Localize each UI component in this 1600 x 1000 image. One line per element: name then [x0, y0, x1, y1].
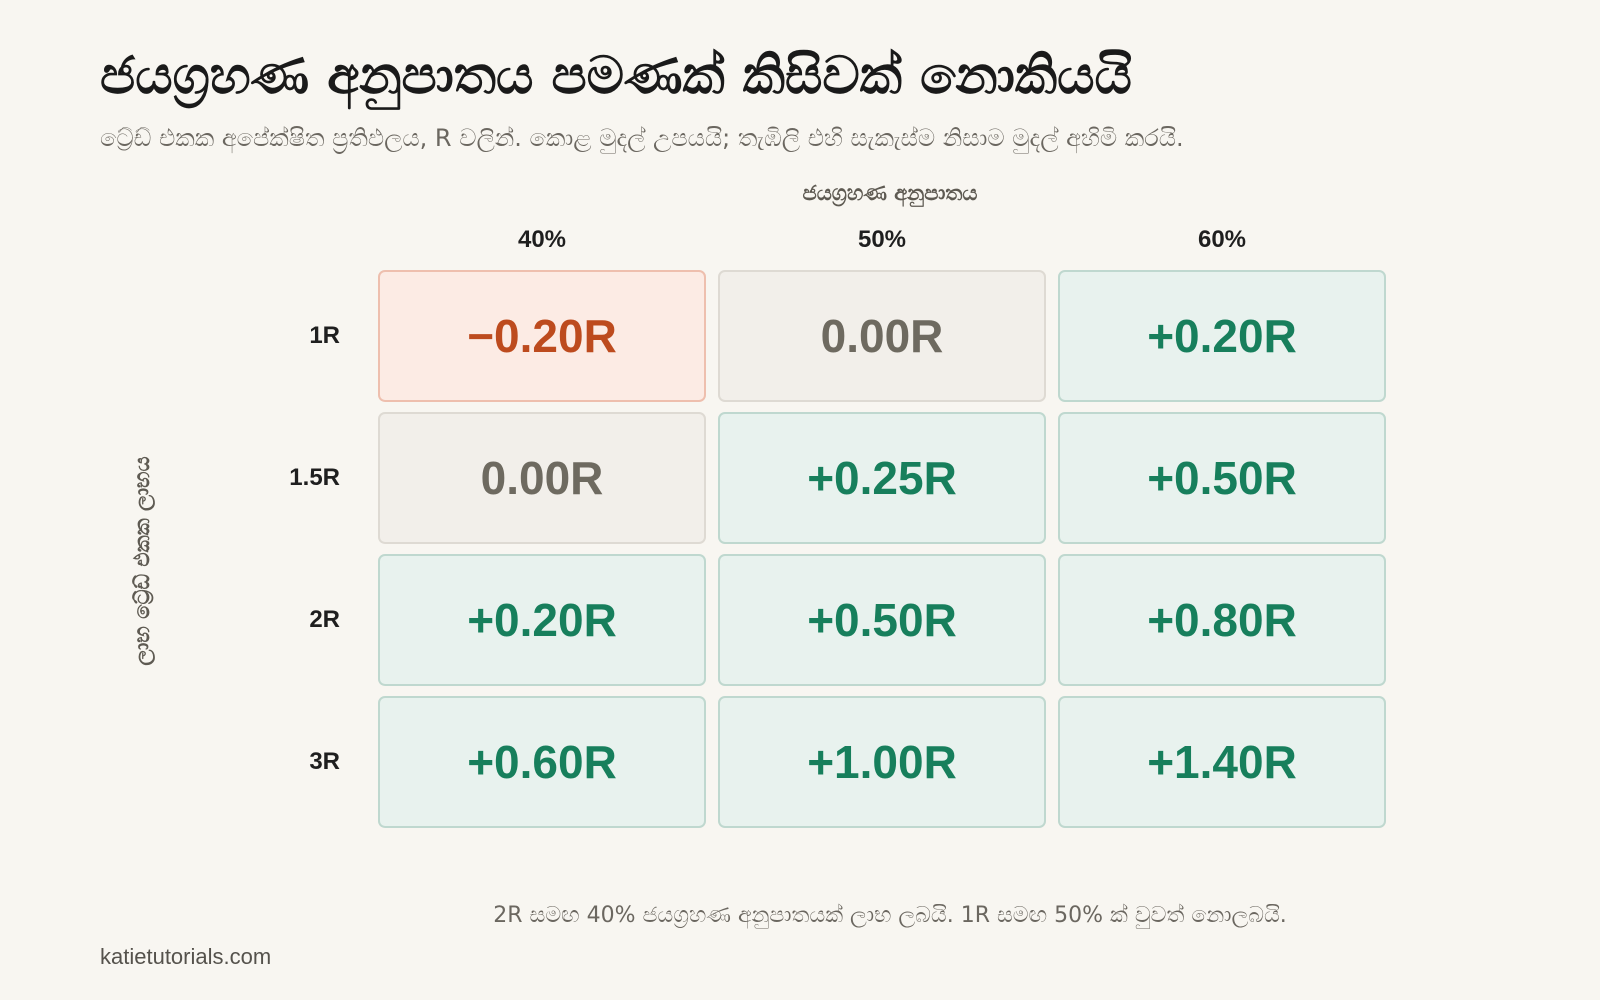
- heatmap-cell: −0.20R: [378, 270, 706, 402]
- cell-value-label: +0.80R: [1147, 594, 1297, 646]
- heatmap-cell: +0.50R: [718, 554, 1046, 686]
- heatmap-cell: +0.20R: [378, 554, 706, 686]
- cell-value-label: +0.20R: [467, 594, 617, 646]
- cell-value-label: 0.00R: [820, 310, 944, 362]
- x-axis-title: ජයග්‍රහණ අනුපාතය: [802, 181, 978, 205]
- page-title: ජයග්‍රහණ අනුපාතය පමණක් කිසිවක් නොකියයි: [100, 46, 1132, 106]
- row-label: 1.5R: [289, 464, 340, 491]
- column-label: 50%: [857, 226, 907, 253]
- y-axis-title: ලාභ ට්‍රේඩ් එකක ලාභය: [130, 456, 154, 666]
- cell-value-label: −0.20R: [467, 310, 617, 362]
- heatmap-cell: 0.00R: [718, 270, 1046, 402]
- cell-value-label: +1.40R: [1147, 736, 1297, 788]
- column-label: 40%: [517, 226, 567, 253]
- cell-value-label: 0.00R: [480, 452, 604, 504]
- heatmap-cell: +0.25R: [718, 412, 1046, 544]
- cell-value-label: +1.00R: [807, 736, 957, 788]
- cell-value-label: +0.50R: [1147, 452, 1297, 504]
- heatmap-cell: +0.80R: [1058, 554, 1386, 686]
- cell-value-label: +0.25R: [807, 452, 957, 504]
- heatmap-cell: +0.20R: [1058, 270, 1386, 402]
- cell-value-label: +0.50R: [807, 594, 957, 646]
- footnote: 2R සමඟ 40% ජයග්‍රහණ අනුපාතයක් ලාභ ලබයි. …: [493, 903, 1287, 928]
- cell-value-label: +0.20R: [1147, 310, 1297, 362]
- row-label: 2R: [309, 606, 340, 633]
- cell-value-label: +0.60R: [467, 736, 617, 788]
- row-label: 1R: [309, 322, 340, 349]
- heatmap-cell: +0.60R: [378, 696, 706, 828]
- source-credit: katietutorials.com: [100, 944, 272, 969]
- heatmap-cell: +1.40R: [1058, 696, 1386, 828]
- heatmap-cell: +1.00R: [718, 696, 1046, 828]
- column-label: 60%: [1197, 226, 1247, 253]
- page-subtitle: ට්‍රේඩ් එකක අපේක්ෂිත ප්‍රතිඵලය, R වලින්.…: [100, 124, 1184, 152]
- heatmap-cell: +0.50R: [1058, 412, 1386, 544]
- heatmap-cell: 0.00R: [378, 412, 706, 544]
- row-label: 3R: [309, 748, 340, 775]
